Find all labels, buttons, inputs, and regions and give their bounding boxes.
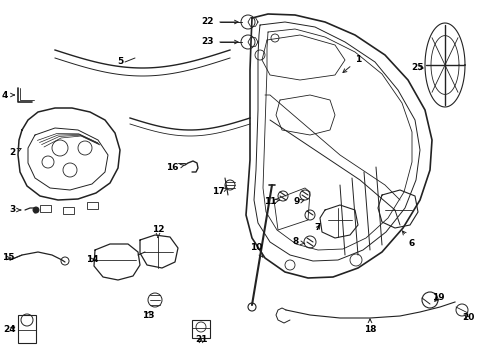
Text: 15: 15 [2, 253, 14, 262]
Text: 17: 17 [211, 188, 227, 197]
Bar [87, 202, 98, 209]
Text: 16: 16 [165, 163, 184, 172]
Text: 23: 23 [202, 37, 238, 46]
Text: 20: 20 [461, 314, 473, 323]
Bar [40, 205, 51, 212]
Text: 3: 3 [9, 206, 20, 215]
Text: 21: 21 [194, 336, 207, 345]
Text: 11: 11 [263, 198, 279, 207]
Bar [63, 207, 74, 214]
Text: 14: 14 [85, 256, 98, 265]
Text: 1: 1 [342, 55, 360, 72]
Text: 18: 18 [363, 319, 375, 334]
Text: 8: 8 [292, 238, 304, 247]
Text: 24: 24 [4, 325, 16, 334]
Text: 5: 5 [117, 58, 123, 67]
Text: 2: 2 [9, 148, 21, 157]
Text: 7: 7 [314, 224, 321, 233]
Text: 10: 10 [249, 243, 263, 257]
Text: 12: 12 [151, 225, 164, 237]
Bar [18, 315, 36, 343]
Text: 13: 13 [142, 310, 154, 320]
Text: 4: 4 [2, 90, 14, 99]
Circle shape [33, 207, 39, 213]
Text: 6: 6 [402, 231, 414, 248]
Text: 22: 22 [202, 18, 238, 27]
Bar [192, 320, 209, 338]
Text: 19: 19 [431, 293, 444, 302]
Text: 9: 9 [293, 198, 304, 207]
Text: 25: 25 [411, 63, 424, 72]
